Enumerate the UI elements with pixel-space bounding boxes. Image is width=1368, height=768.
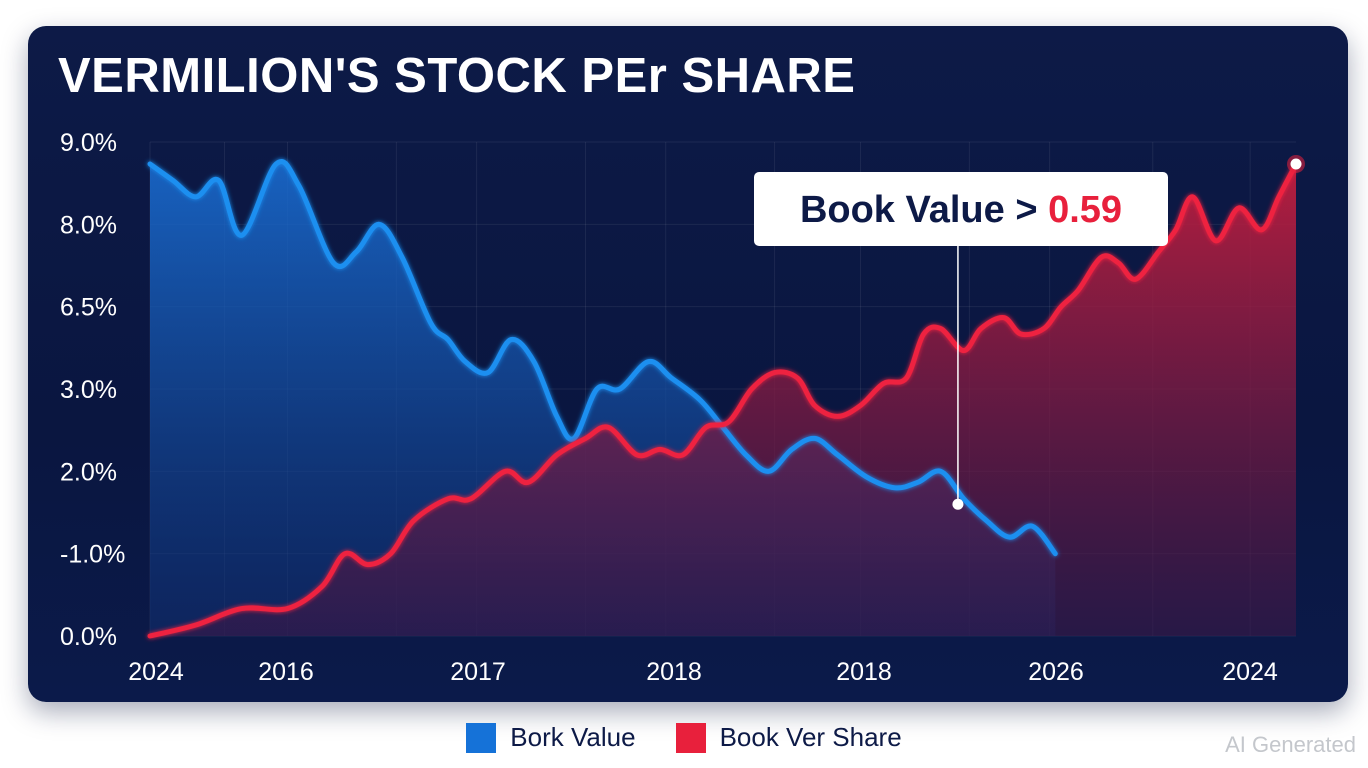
series-line-book-ver-share — [147, 161, 1299, 639]
y-tick-label: 8.0% — [60, 211, 117, 239]
y-tick-label: 6.5% — [60, 294, 117, 322]
x-tick-label: 2017 — [450, 658, 506, 686]
y-tick-label: 3.0% — [60, 376, 117, 404]
series-area-book-ver-share — [150, 164, 1296, 636]
legend-swatch-red — [675, 722, 706, 753]
x-tick-label: 2018 — [646, 658, 702, 686]
annotation-box — [754, 172, 1168, 246]
annotation-text: Book Value > 0.59 — [800, 189, 1122, 231]
x-tick-label: 2026 — [1028, 658, 1084, 686]
chart-legend: Bork Value Book Ver Share — [0, 722, 1368, 753]
annotation-point — [952, 498, 964, 510]
watermark: AI Generated — [1225, 732, 1356, 757]
annotation-label: Book Value > — [800, 189, 1048, 231]
x-tick-label: 2024 — [128, 658, 184, 686]
legend-label: Book Ver Share — [719, 722, 902, 752]
legend-item-bork-value[interactable]: Bork Value — [466, 722, 636, 753]
y-tick-label: 9.0% — [60, 129, 117, 157]
series-line-bork-value — [147, 159, 1058, 557]
x-tick-label: 2018 — [836, 658, 892, 686]
x-tick-label: 2024 — [1222, 658, 1278, 686]
legend-item-book-ver-share[interactable]: Book Ver Share — [675, 722, 902, 753]
y-tick-label: -1.0% — [60, 541, 125, 569]
y-tick-label: 0.0% — [60, 623, 117, 651]
annotation-value: 0.59 — [1048, 189, 1122, 231]
y-tick-label: 2.0% — [60, 458, 117, 486]
legend-swatch-blue — [466, 722, 497, 753]
chart-title: VERMILION'S STOCK PEr SHARE — [58, 49, 856, 103]
endpoint-marker — [1290, 158, 1302, 170]
x-tick-label: 2016 — [258, 658, 314, 686]
legend-label: Bork Value — [510, 722, 636, 752]
